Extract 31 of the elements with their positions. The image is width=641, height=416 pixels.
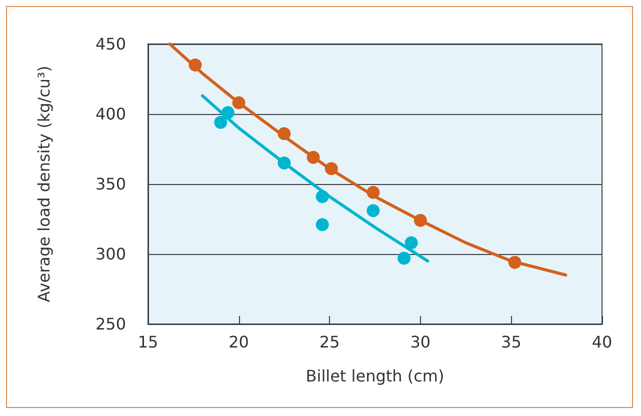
y-tick-label: 250 [95, 314, 126, 334]
point [214, 116, 228, 129]
point [278, 156, 291, 170]
point [306, 150, 320, 164]
point [324, 162, 338, 176]
x-tick-label: 35 [501, 332, 522, 352]
point [366, 186, 380, 199]
point [316, 190, 329, 204]
x-axis-title: Billet length (cm) [306, 366, 444, 386]
y-axis-title: Average load density (kg/cu³) [34, 66, 54, 302]
point [398, 252, 411, 265]
line-series [200, 94, 430, 262]
x-tick-label: 25 [319, 332, 340, 352]
x-tick-label: 40 [592, 332, 612, 352]
x-tick-label: 15 [138, 332, 158, 352]
x-tick-label: 30 [410, 332, 431, 352]
y-tick-label: 350 [95, 174, 126, 194]
point [188, 58, 202, 72]
line-series [168, 42, 568, 276]
point [232, 96, 246, 110]
y-tick-label: 300 [95, 244, 126, 264]
point [316, 218, 329, 232]
point [508, 256, 522, 269]
point [414, 214, 427, 227]
point [366, 204, 380, 218]
point [221, 106, 234, 120]
point [404, 236, 418, 250]
point [278, 127, 291, 140]
y-tick-label: 400 [95, 104, 126, 124]
x-tick-label: 20 [228, 332, 249, 352]
y-tick-label: 450 [95, 34, 126, 54]
